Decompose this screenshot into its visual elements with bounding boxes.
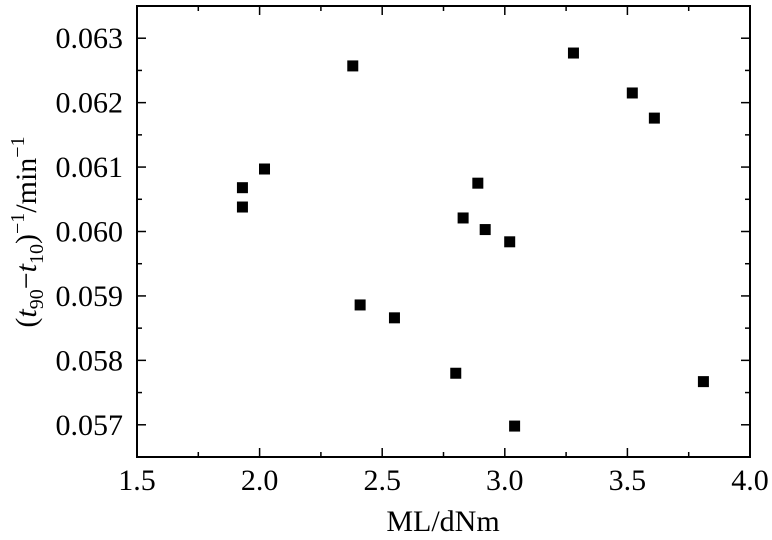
y-title-t1: t [10, 309, 43, 318]
y-title-sub2: 10 [26, 244, 48, 264]
data-points [236, 47, 709, 432]
data-point [648, 112, 660, 124]
y-title-open-paren: ( [10, 318, 43, 328]
x-tick-label: 3.5 [609, 464, 647, 497]
data-point [236, 201, 248, 213]
y-tick-label: 0.060 [56, 216, 124, 249]
axis-ticks [136, 5, 751, 458]
y-title-close-paren: ) [10, 234, 43, 244]
y-axis-title: (t90−t10)−1/min−1 [7, 136, 48, 327]
y-tick-labels: 0.057 0.058 0.059 0.060 0.061 0.062 0.063 [56, 22, 124, 442]
y-tick-label: 0.062 [56, 87, 124, 120]
data-point [504, 236, 516, 248]
data-point [567, 47, 579, 59]
data-point [259, 163, 271, 175]
x-axis-title: ML/dNm [386, 505, 499, 538]
y-title-unit: /min [10, 158, 43, 213]
data-point [697, 376, 709, 388]
y-title-sub1: 90 [26, 289, 48, 309]
data-point [509, 420, 521, 432]
data-point [626, 87, 638, 99]
data-point [388, 312, 400, 324]
y-title-t2: t [10, 263, 43, 272]
x-tick-label: 1.5 [118, 464, 156, 497]
x-tick-label: 4.0 [731, 464, 769, 497]
x-tick-label: 2.5 [363, 464, 401, 497]
y-tick-label: 0.059 [56, 280, 124, 313]
data-point [472, 177, 484, 189]
data-point [450, 367, 462, 379]
plot-frame [136, 5, 751, 458]
y-title-sup1: −1 [7, 213, 29, 234]
y-title-minus: − [10, 272, 43, 289]
y-tick-label: 0.061 [56, 151, 124, 184]
y-tick-label: 0.058 [56, 344, 124, 377]
data-point [457, 212, 469, 224]
x-tick-labels: 1.5 2.0 2.5 3.0 3.5 4.0 [118, 464, 769, 497]
data-point [479, 224, 491, 236]
y-title-sup2: −1 [7, 136, 29, 157]
x-tick-label: 2.0 [241, 464, 279, 497]
data-point [347, 60, 359, 72]
data-point [236, 182, 248, 194]
y-tick-label: 0.057 [56, 409, 124, 442]
data-point [354, 299, 366, 311]
y-tick-label: 0.063 [56, 22, 124, 55]
x-tick-label: 3.0 [486, 464, 524, 497]
